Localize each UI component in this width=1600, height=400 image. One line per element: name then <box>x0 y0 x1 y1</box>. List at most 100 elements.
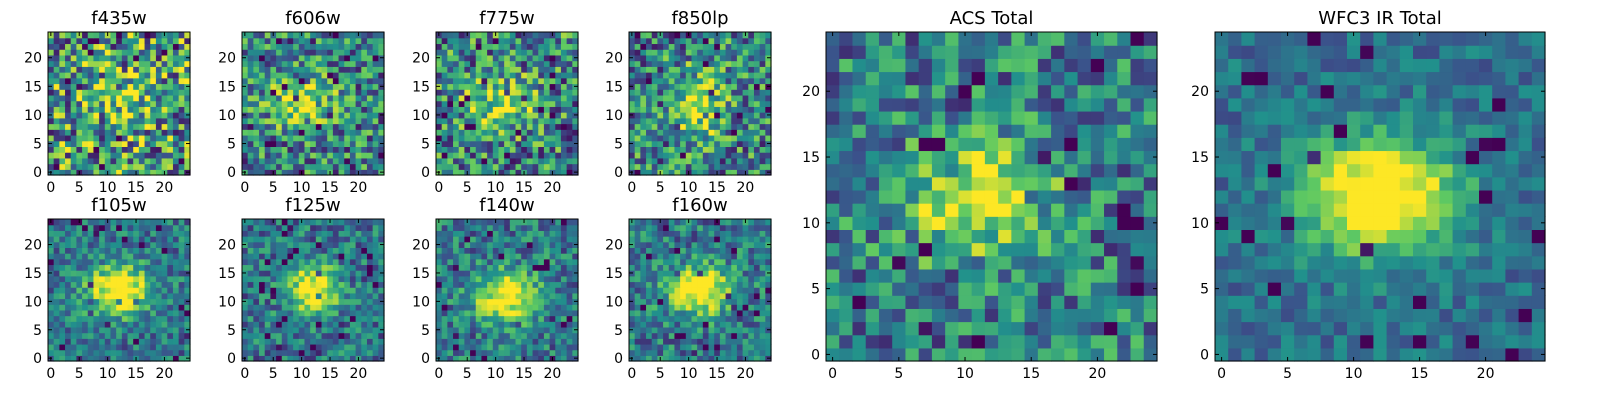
heatmap-cell <box>93 264 100 271</box>
heatmap-cell <box>668 112 676 119</box>
heatmap-cell <box>572 134 579 142</box>
heatmap-cell <box>378 343 385 351</box>
heatmap-cell <box>70 129 77 136</box>
heatmap-cell <box>304 224 311 231</box>
heatmap-cell <box>82 275 89 283</box>
heatmap-cell <box>332 43 340 50</box>
heatmap-cell <box>127 83 134 90</box>
heatmap-cell <box>538 117 545 125</box>
heatmap-cell <box>464 253 471 260</box>
heatmap-cell <box>259 219 266 226</box>
heatmap-cell <box>70 157 77 165</box>
heatmap-cell <box>349 355 357 362</box>
heatmap-cell <box>498 355 505 362</box>
heatmap-cell <box>327 72 334 79</box>
heatmap-cell <box>481 270 488 277</box>
heatmap-cell <box>470 157 477 165</box>
heatmap-cell <box>464 123 471 130</box>
heatmap-cell <box>697 77 704 85</box>
heatmap-cell <box>138 236 146 243</box>
heatmap-cell <box>242 332 249 339</box>
heatmap-cell <box>161 315 168 322</box>
heatmap-cell <box>543 83 551 90</box>
heatmap-cell <box>264 112 271 119</box>
heatmap-cell <box>634 338 641 345</box>
heatmap-cell <box>634 89 641 96</box>
heatmap-cell <box>327 112 334 119</box>
heatmap-cell <box>629 146 636 153</box>
heatmap-cell <box>133 49 140 56</box>
heatmap-cell <box>521 54 528 62</box>
heatmap-cell <box>532 287 539 294</box>
heatmap-cell <box>172 112 180 119</box>
heatmap-cell <box>310 140 317 147</box>
heatmap-cell <box>70 315 77 322</box>
heatmap-cell <box>344 106 351 113</box>
heatmap-cell <box>509 270 517 277</box>
heatmap-cell <box>264 321 271 328</box>
heatmap-cell <box>304 83 311 90</box>
heatmap-cell <box>315 146 323 153</box>
heatmap-cell <box>708 77 715 85</box>
heatmap-cell <box>281 112 289 119</box>
heatmap-cell <box>566 332 573 339</box>
heatmap-cell <box>526 236 534 243</box>
heatmap-cell <box>566 253 573 260</box>
heatmap-cell <box>555 129 562 136</box>
heatmap-cell <box>475 253 483 260</box>
heatmap-cell <box>453 117 460 125</box>
heatmap-cell <box>172 287 180 294</box>
heatmap-cell <box>702 66 710 73</box>
heatmap-cell <box>366 275 374 283</box>
heatmap-cell <box>378 349 385 356</box>
heatmap-cell <box>668 332 676 339</box>
heatmap-cell <box>332 54 340 62</box>
heatmap-cell <box>731 146 738 153</box>
heatmap-cell <box>560 281 568 288</box>
heatmap-cell <box>293 275 300 283</box>
heatmap-cell <box>104 163 112 170</box>
heatmap-cell <box>321 37 328 45</box>
heatmap-cell <box>270 37 277 45</box>
heatmap-cell <box>731 338 738 345</box>
heatmap-cell <box>332 355 340 362</box>
heatmap-cell <box>498 326 505 334</box>
heatmap-cell <box>276 49 283 56</box>
heatmap-cell <box>566 315 573 322</box>
heatmap-cell <box>121 77 129 85</box>
heatmap-cell <box>361 60 368 67</box>
heatmap-cell <box>281 163 289 170</box>
heatmap-cell <box>138 72 146 79</box>
heatmap-cell <box>651 157 658 165</box>
heatmap-cell <box>509 241 517 248</box>
heatmap-cell <box>526 157 534 165</box>
heatmap-cell <box>674 315 681 322</box>
heatmap-cell <box>492 326 500 334</box>
heatmap-cell <box>167 94 174 102</box>
heatmap-cell <box>436 157 443 165</box>
heatmap-cell <box>82 236 89 243</box>
heatmap-cell <box>566 230 573 237</box>
heatmap-cell <box>253 355 260 362</box>
heatmap-cell <box>640 169 647 176</box>
heatmap-cell <box>138 253 146 260</box>
heatmap-cell <box>59 37 66 45</box>
heatmap-cell <box>532 169 539 176</box>
heatmap-cell <box>253 270 260 277</box>
heatmap-cell <box>332 100 340 107</box>
heatmap-cell <box>172 315 180 322</box>
heatmap-cell <box>315 236 323 243</box>
heatmap-cell <box>138 219 146 226</box>
heatmap-cell <box>344 83 351 90</box>
heatmap-cell <box>116 106 123 113</box>
heatmap-cell <box>65 349 72 356</box>
heatmap-cell <box>742 123 749 130</box>
heatmap-cell <box>293 123 300 130</box>
heatmap-cell <box>555 309 562 317</box>
heatmap-cell <box>104 43 112 50</box>
heatmap-cell <box>155 89 163 96</box>
heatmap-cell <box>344 224 351 231</box>
heatmap-cell <box>447 247 454 254</box>
heatmap-cell <box>725 292 732 300</box>
heatmap-cell <box>48 304 55 311</box>
